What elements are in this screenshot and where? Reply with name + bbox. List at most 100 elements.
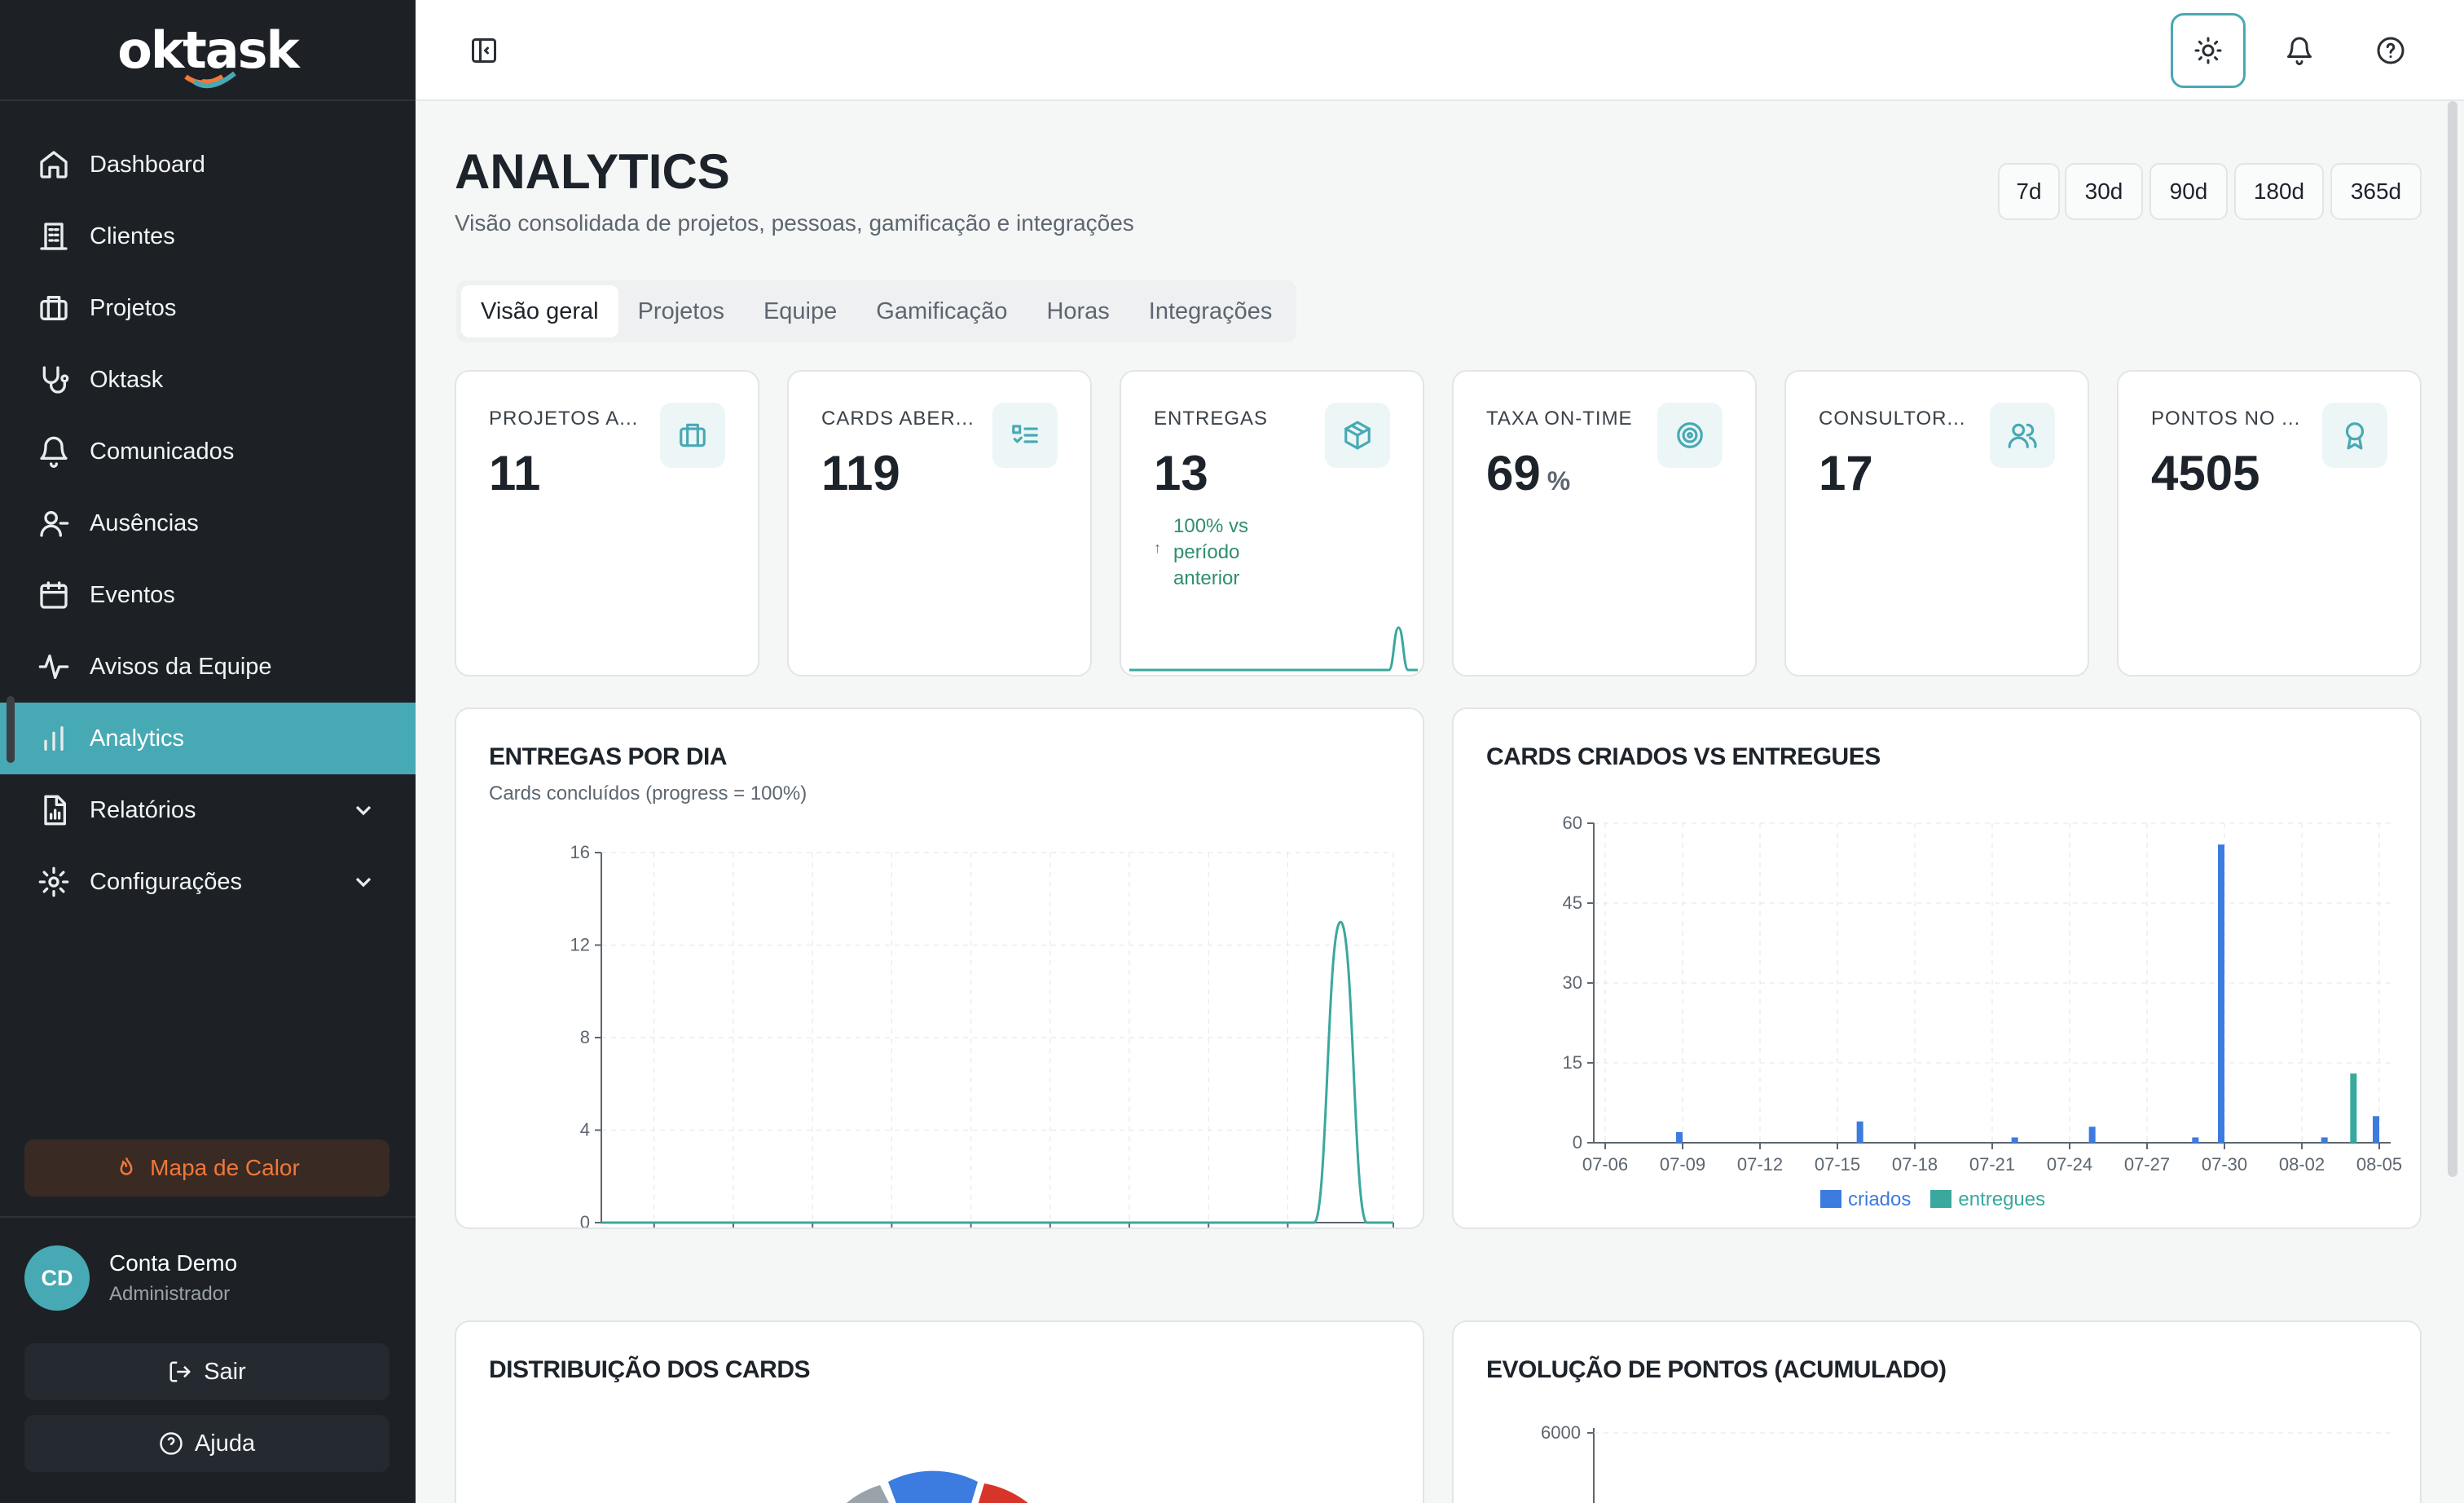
chart-card-entregas: ENTREGAS POR DIA Cards concluídos (progr… xyxy=(455,707,1424,1229)
tab-gamificacao[interactable]: Gamificação xyxy=(876,298,1008,324)
page-title: ANALYTICS xyxy=(455,144,730,199)
donut-slice-gray xyxy=(846,1485,889,1503)
scrollbar[interactable] xyxy=(2448,101,2457,1177)
bar-criados xyxy=(2218,844,2224,1143)
chart-title: ENTREGAS POR DIA xyxy=(489,743,728,770)
y-tick-label: 16 xyxy=(570,842,590,862)
logo-swoosh-icon xyxy=(184,71,236,89)
kpi-label: ENTREGAS xyxy=(1154,408,1269,430)
kpi-value: 17 xyxy=(1819,446,1873,500)
legend-item-entregues[interactable]: entregues xyxy=(1930,1188,2045,1211)
sidebar-item-label: Comunicados xyxy=(90,438,235,465)
user-role: Administrador xyxy=(109,1283,231,1305)
y-tick-label: 6000 xyxy=(1541,1422,1581,1443)
y-tick-label: 12 xyxy=(570,935,590,955)
chevron-down-icon[interactable] xyxy=(350,797,376,823)
sidebar-item-dashboard[interactable]: Dashboard xyxy=(0,129,416,201)
sidebar-item-projetos[interactable]: Projetos xyxy=(0,272,416,344)
sidebar-toggle-icon[interactable] xyxy=(469,36,499,65)
help-button[interactable]: Ajuda xyxy=(24,1415,389,1472)
chart-legend: criados entregues xyxy=(1820,1188,2045,1211)
stethoscope-icon xyxy=(36,362,72,398)
range-30d-button[interactable]: 30d xyxy=(2065,163,2143,220)
tab-visao-geral[interactable]: Visão geral xyxy=(461,285,618,337)
bar-chart-icon xyxy=(36,721,72,756)
logout-label: Sair xyxy=(204,1358,246,1385)
tab-equipe[interactable]: Equipe xyxy=(763,298,838,324)
chart-title: DISTRIBUIÇÃO DOS CARDS xyxy=(489,1356,811,1383)
bar-entregues xyxy=(2350,1073,2357,1143)
bar-criados xyxy=(2321,1137,2328,1143)
logo[interactable]: oktask xyxy=(0,0,416,101)
tab-horas[interactable]: Horas xyxy=(1046,298,1110,324)
x-tick-label: 08-02 xyxy=(2279,1154,2325,1175)
evolucao-chart[interactable]: 6000 xyxy=(1454,1322,2422,1503)
heatmap-button[interactable]: Mapa de Calor xyxy=(24,1139,389,1197)
range-90d-button[interactable]: 90d xyxy=(2149,163,2228,220)
briefcase-icon xyxy=(660,403,725,468)
legend-swatch xyxy=(1820,1190,1841,1208)
briefcase-icon xyxy=(36,290,72,326)
chart-card-criados-entregues: CARDS CRIADOS VS ENTREGUES 0 15 30 45 60 07-0… xyxy=(1452,707,2422,1229)
sidebar-item-ausencias[interactable]: Ausências xyxy=(0,487,416,559)
legend-label: entregues xyxy=(1958,1188,2046,1210)
sidebar: oktask Dashboard Clientes Projetos Oktas… xyxy=(0,0,416,1503)
theme-toggle-button[interactable] xyxy=(2171,13,2246,88)
sidebar-item-relatorios[interactable]: Relatórios xyxy=(0,774,416,846)
y-tick-label: 30 xyxy=(1563,972,1582,993)
bar-criados xyxy=(2011,1137,2018,1143)
tab-projetos[interactable]: Projetos xyxy=(637,298,724,324)
user-name: Conta Demo xyxy=(109,1250,238,1276)
divider xyxy=(0,1216,416,1218)
sidebar-item-configuracoes[interactable]: Configurações xyxy=(0,846,416,918)
kpi-label: PONTOS NO ... xyxy=(2151,408,2301,430)
top-bar xyxy=(416,0,2464,101)
range-365d-button[interactable]: 365d xyxy=(2330,163,2422,220)
x-tick-label: 07-12 xyxy=(1737,1154,1783,1175)
entregas-line-chart[interactable]: 048121607-0807-1107-1407-1707-2007-2307-… xyxy=(456,709,1424,1229)
sidebar-item-clientes[interactable]: Clientes xyxy=(0,201,416,272)
kpi-value: 69% xyxy=(1486,445,1570,501)
users-icon xyxy=(1990,403,2055,468)
sidebar-item-eventos[interactable]: Eventos xyxy=(0,559,416,631)
x-tick-label: 08-05 xyxy=(2356,1154,2402,1175)
calendar-icon xyxy=(36,577,72,613)
kpi-value: 119 xyxy=(821,446,900,500)
chart-card-evolucao: EVOLUÇÃO DE PONTOS (ACUMULADO) 6000 xyxy=(1452,1320,2422,1503)
criados-entregues-bar-chart[interactable]: 0 15 30 45 60 07-06 07-09 07-12 07-15 07-18 07-21 0… xyxy=(1454,709,2422,1229)
sidebar-item-label: Clientes xyxy=(90,223,175,249)
gear-icon xyxy=(36,864,72,900)
y-tick-label: 0 xyxy=(1573,1132,1582,1153)
range-180d-button[interactable]: 180d xyxy=(2234,163,2324,220)
distribuicao-donut-chart[interactable] xyxy=(456,1322,1424,1503)
kpi-label: CONSULTOR... xyxy=(1819,408,1966,430)
sidebar-item-label: Dashboard xyxy=(90,151,205,178)
logout-button[interactable]: Sair xyxy=(24,1343,389,1400)
sidebar-item-label: Eventos xyxy=(90,581,175,608)
y-tick-label: 4 xyxy=(580,1120,590,1140)
tab-integracoes[interactable]: Integrações xyxy=(1148,298,1273,324)
sidebar-item-comunicados[interactable]: Comunicados xyxy=(0,416,416,487)
bar-criados xyxy=(2373,1116,2379,1143)
help-top-button[interactable] xyxy=(2353,13,2428,88)
sidebar-item-analytics[interactable]: Analytics xyxy=(0,696,416,774)
target-icon xyxy=(1657,403,1723,468)
chevron-down-icon[interactable] xyxy=(350,869,376,895)
avatar[interactable]: CD xyxy=(24,1245,90,1311)
range-7d-button[interactable]: 7d xyxy=(1998,163,2060,220)
x-tick-label: 07-24 xyxy=(2047,1154,2092,1175)
logout-icon xyxy=(169,1361,191,1382)
x-tick-label: 07-27 xyxy=(2124,1154,2170,1175)
notifications-button[interactable] xyxy=(2262,13,2337,88)
kpi-value: 4505 xyxy=(2151,446,2260,500)
sidebar-item-avisos[interactable]: Avisos da Equipe xyxy=(0,631,416,703)
sidebar-item-oktask[interactable]: Oktask xyxy=(0,344,416,416)
kpi-label: CARDS ABER... xyxy=(821,408,975,430)
kpi-card-taxa-on-time: TAXA ON-TIME 69% xyxy=(1452,370,1757,677)
sidebar-item-label: Relatórios xyxy=(90,796,196,823)
list-check-icon xyxy=(992,403,1058,468)
series-line-entregas xyxy=(601,920,1393,1224)
legend-swatch xyxy=(1930,1190,1952,1208)
bell-icon xyxy=(36,434,72,469)
legend-item-criados[interactable]: criados xyxy=(1820,1188,1911,1211)
